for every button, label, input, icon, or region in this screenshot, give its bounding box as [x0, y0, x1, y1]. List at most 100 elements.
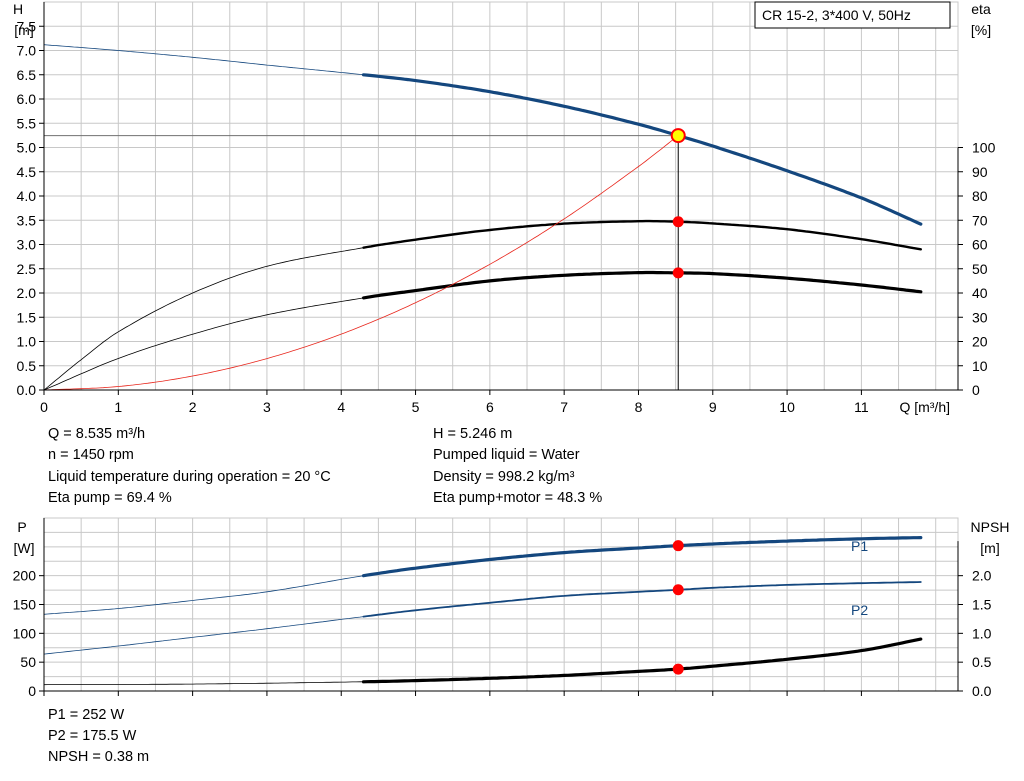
eta-tick-label: 40: [972, 285, 988, 301]
pumped-liquid-value: Pumped liquid = Water: [433, 447, 580, 463]
top-chart-curves: [43, 44, 923, 391]
chart-title: CR 15-2, 3*400 V, 50Hz: [762, 7, 911, 23]
q-tick-label: 8: [635, 399, 643, 415]
h-tick-label: 6.5: [17, 67, 37, 83]
p1-series-label: P1: [851, 538, 868, 554]
eta-pump-motor-value: Eta pump+motor = 48.3 %: [433, 490, 603, 506]
q-tick-label: 0: [40, 399, 48, 415]
q-tick-label: 4: [337, 399, 345, 415]
eta-axis-unit: [%]: [971, 22, 991, 38]
h-line: [361, 73, 923, 226]
p-tick-label: 0: [28, 683, 36, 699]
eta-point-marker: [672, 216, 684, 228]
h-axis-title: H: [13, 1, 23, 17]
eta-pump-value: Eta pump = 69.4 %: [48, 490, 172, 506]
head-value: H = 5.246 m: [433, 426, 513, 442]
h-tick-label: 4.5: [17, 164, 37, 180]
p-tick-label: 100: [13, 625, 37, 641]
h-tick-label: 3.0: [17, 237, 37, 253]
chart-title-box: [754, 1, 951, 29]
p-tick-label: 200: [13, 568, 37, 584]
h-tick-label: 5.0: [17, 140, 37, 156]
npsh-tick-label: 2.0: [972, 568, 992, 584]
speed-value: n = 1450 rpm: [48, 447, 134, 463]
h-tick-label: 1.5: [17, 309, 37, 325]
system-curve-thin-line: [43, 135, 679, 391]
eta-pump-motor-line: [361, 270, 923, 300]
duty-point-marker: [670, 128, 686, 144]
p-tick-label: 150: [13, 597, 37, 613]
npsh-thin-line: [43, 681, 364, 686]
h-tick-label: 0.0: [17, 382, 37, 398]
p2-thin-line: [43, 616, 364, 655]
eta-tick-label: 80: [972, 188, 988, 204]
bottom-chart-curves: [43, 536, 923, 686]
q-tick-label: 11: [854, 399, 869, 415]
npsh-tick-label: 1.0: [972, 625, 992, 641]
top-chart-axes: 0.0 0.5 1.0 1.5 2.0 2.5 3.0 3.5 4.0 4.5 5.0 5.5 6.0 6…: [17, 2, 996, 415]
power-point-marker: [672, 663, 684, 675]
h-tick-label: 5.5: [17, 115, 37, 131]
q-tick-label: 10: [779, 399, 795, 415]
q-tick-label: 5: [412, 399, 420, 415]
eta-tick-label: 20: [972, 334, 988, 350]
h-tick-label: 2.0: [17, 285, 37, 301]
h-tick-label: 2.5: [17, 261, 37, 277]
eta-point-marker: [672, 267, 684, 279]
npsh-tick-label: 0.5: [972, 654, 992, 670]
npsh-line: [361, 637, 923, 684]
q-tick-label: 2: [189, 399, 197, 415]
eta-tick-label: 0: [972, 382, 980, 398]
density-value: Density = 998.2 kg/m³: [433, 469, 575, 485]
p-axis-title: P: [17, 519, 26, 535]
q-tick-label: 7: [560, 399, 568, 415]
h-tick-label: 7.0: [17, 43, 37, 59]
eta-axis-title: eta: [971, 1, 991, 17]
p1-line: [361, 536, 923, 578]
npsh-tick-label: 1.5: [972, 597, 992, 613]
h-axis-unit: [m]: [14, 22, 33, 38]
npsh-tick-label: 0.0: [972, 683, 992, 699]
p-axis-unit: [W]: [14, 540, 35, 556]
eta-pump-motor-thin-line: [43, 297, 364, 391]
eta-pump-thin-line: [43, 247, 364, 391]
h-tick-label: 3.5: [17, 212, 37, 228]
eta-tick-label: 100: [972, 140, 996, 156]
q-tick-label: 6: [486, 399, 494, 415]
npsh-axis-unit: [m]: [980, 540, 999, 556]
h-tick-label: 6.0: [17, 91, 37, 107]
liquid-temperature-value: Liquid temperature during operation = 20…: [48, 469, 331, 485]
bottom-chart-labels: P [W] NPSH [m] P1 P2: [14, 519, 1010, 618]
eta-tick-label: 30: [972, 309, 988, 325]
bottom-chart-grid: [43, 517, 959, 692]
npsh-axis-title: NPSH: [971, 519, 1010, 535]
q-tick-label: 9: [709, 399, 717, 415]
q-axis-label: Q [m³/h]: [899, 399, 950, 415]
top-chart-grid: [43, 1, 959, 391]
eta-tick-label: 70: [972, 212, 988, 228]
power-point-marker: [672, 540, 684, 552]
eta-tick-label: 90: [972, 164, 988, 180]
npsh-value: NPSH = 0.38 m: [48, 749, 150, 765]
q-tick-label: 1: [114, 399, 122, 415]
p2-line: [362, 581, 922, 618]
h-thin-line: [43, 44, 364, 76]
eta-tick-label: 60: [972, 237, 988, 253]
p2-series-label: P2: [851, 602, 868, 618]
power-point-marker: [672, 584, 684, 596]
q-value: Q = 8.535 m³/h: [48, 426, 146, 442]
p2-value: P2 = 175.5 W: [48, 728, 137, 744]
p-tick-label: 50: [20, 654, 36, 670]
h-tick-label: 0.5: [17, 358, 37, 374]
eta-tick-label: 50: [972, 261, 988, 277]
bottom-chart-axes: 0 50 100 150 200 0.0 0.5 1.0 1.5 2.0: [13, 518, 992, 699]
eta-pump-line: [362, 219, 922, 251]
h-tick-label: 7.5: [17, 18, 37, 34]
h-tick-label: 4.0: [17, 188, 37, 204]
top-chart-labels: H [m] eta [%] Q [m³/h] CR 15-2, 3*400 V,…: [13, 1, 991, 415]
p1-value: P1 = 252 W: [48, 707, 125, 723]
eta-tick-label: 10: [972, 358, 988, 374]
p1-thin-line: [43, 575, 364, 615]
q-tick-label: 3: [263, 399, 271, 415]
